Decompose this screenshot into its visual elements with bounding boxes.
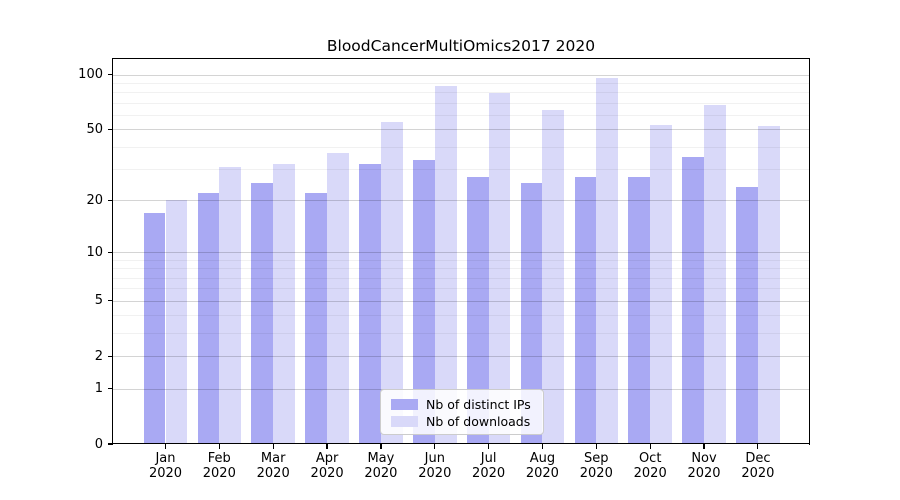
bar-distinct-ips-aug <box>520 183 543 444</box>
x-axis-tick-mark-apr <box>326 444 328 449</box>
bar-downloads-nov <box>704 105 726 444</box>
x-axis-tick-label-sep: Sep 2020 <box>579 451 613 481</box>
y-axis-tick-label-100: 100 <box>78 67 103 83</box>
y-axis-tick-mark-100 <box>107 74 113 76</box>
gridline-minor-4 <box>113 315 809 317</box>
legend-item-downloads: Nb of downloads <box>391 415 533 428</box>
bar-downloads-jun <box>434 85 457 444</box>
gridline-major-2 <box>113 356 809 358</box>
gridline-minor-60 <box>113 115 809 117</box>
legend: Nb of distinct IPs Nb of downloads <box>380 389 544 435</box>
bar-distinct-ips-mar <box>251 183 274 444</box>
plot-area: 0 1 2 5 10 20 50 100 Jan 2020 Feb 2020 Mar 2020 Apr 202… <box>78 58 811 481</box>
bar-downloads-sep <box>596 78 619 444</box>
x-axis-tick-label-may: May 2020 <box>364 451 398 481</box>
y-axis-tick-label-50: 50 <box>86 121 103 137</box>
y-axis-tick-mark-2 <box>107 355 113 357</box>
gridline-minor-6 <box>113 288 809 290</box>
gridline-major-50 <box>113 129 809 131</box>
legend-swatch-downloads <box>391 416 418 427</box>
y-axis-tick-label-2: 2 <box>94 348 103 364</box>
bar-downloads-dec <box>757 126 780 444</box>
bar-downloads-may <box>380 122 403 444</box>
gridline-minor-8 <box>113 268 809 270</box>
bar-distinct-ips-nov <box>682 157 704 444</box>
x-axis-tick-label-jan: Jan 2020 <box>148 451 183 481</box>
x-axis-tick-label-jun: Jun 2020 <box>418 451 452 481</box>
y-axis-tick-label-1: 1 <box>94 381 103 396</box>
bar-downloads-aug <box>542 110 565 444</box>
x-axis-tick-label-apr: Apr 2020 <box>310 451 344 481</box>
gridline-major-100 <box>113 74 809 76</box>
y-axis-tick-label-10: 10 <box>86 244 103 260</box>
bar-distinct-ips-may <box>359 164 381 444</box>
x-axis-tick-mark-feb <box>218 444 220 449</box>
y-axis-line <box>111 58 113 445</box>
gridline-minor-40 <box>113 146 809 148</box>
bar-distinct-ips-feb <box>197 193 220 444</box>
gridline-minor-7 <box>113 277 809 279</box>
x-axis-tick-mark-may <box>380 444 382 449</box>
x-axis-tick-label-oct: Oct 2020 <box>633 451 667 481</box>
y-axis-tick-label-5: 5 <box>94 293 103 309</box>
gridline-minor-80 <box>113 92 809 94</box>
x-axis-tick-label-aug: Aug 2020 <box>525 451 559 481</box>
x-axis-tick-mark-aug <box>541 444 544 449</box>
gridline-minor-3 <box>113 333 809 335</box>
bar-distinct-ips-jun <box>412 159 435 444</box>
gridline-major-20 <box>113 200 809 202</box>
bar-distinct-ips-jul <box>466 177 489 444</box>
bar-distinct-ips-apr <box>305 193 328 444</box>
x-axis-tick-label-dec: Dec 2020 <box>741 451 775 481</box>
x-axis-line <box>112 443 810 445</box>
bar-downloads-jan <box>165 200 188 444</box>
x-axis-tick-mark-jan <box>164 444 167 449</box>
legend-label-downloads: Nb of downloads <box>426 414 531 429</box>
bar-distinct-ips-oct <box>628 177 651 444</box>
legend-label-distinct-ips: Nb of distinct IPs <box>426 397 531 412</box>
legend-swatch-distinct-ips <box>391 399 418 410</box>
gridline-major-5 <box>113 300 809 302</box>
x-axis-tick-label-mar: Mar 2020 <box>256 451 290 481</box>
bar-distinct-ips-jan <box>143 212 166 444</box>
x-axis-tick-label-jul: Jul 2020 <box>472 451 506 481</box>
plot-top-spine <box>112 58 810 60</box>
y-axis-tick-mark-10 <box>107 251 113 253</box>
bar-downloads-jul <box>488 93 511 444</box>
bar-downloads-apr <box>327 153 349 444</box>
bar-downloads-feb <box>219 166 242 444</box>
x-axis-tick-mark-jun <box>434 444 436 449</box>
x-axis-tick-mark-dec <box>757 444 759 449</box>
y-axis-tick-mark-20 <box>107 199 113 202</box>
y-axis-tick-mark-1 <box>107 387 113 390</box>
legend-item-distinct-ips: Nb of distinct IPs <box>391 398 533 411</box>
gridline-minor-9 <box>113 259 809 261</box>
x-axis-tick-mark-sep <box>595 444 597 449</box>
bar-downloads-oct <box>650 124 672 444</box>
x-axis-tick-label-feb: Feb 2020 <box>202 451 236 481</box>
x-axis-tick-mark-jul <box>488 444 490 449</box>
y-axis-tick-mark-5 <box>107 300 113 302</box>
x-axis-tick-mark-nov <box>703 444 705 449</box>
gridline-minor-70 <box>113 103 809 104</box>
bar-distinct-ips-sep <box>574 177 597 444</box>
y-axis-tick-label-0: 0 <box>94 436 103 452</box>
x-axis-tick-label-nov: Nov 2020 <box>687 451 721 481</box>
y-axis-tick-label-20: 20 <box>86 192 103 208</box>
y-axis-tick-mark-50 <box>107 128 113 131</box>
gridline-minor-30 <box>113 169 809 171</box>
bar-distinct-ips-dec <box>736 186 758 444</box>
plot-right-spine <box>809 58 811 445</box>
x-axis-tick-mark-mar <box>272 444 274 449</box>
bar-downloads-mar <box>273 164 295 444</box>
x-axis-tick-mark-oct <box>649 444 651 449</box>
chart-title: BloodCancerMultiOmics2017 2020 <box>326 37 596 55</box>
y-axis-tick-mark-0 <box>107 443 113 445</box>
gridline-major-10 <box>113 252 809 254</box>
gridline-minor-90 <box>113 83 809 85</box>
